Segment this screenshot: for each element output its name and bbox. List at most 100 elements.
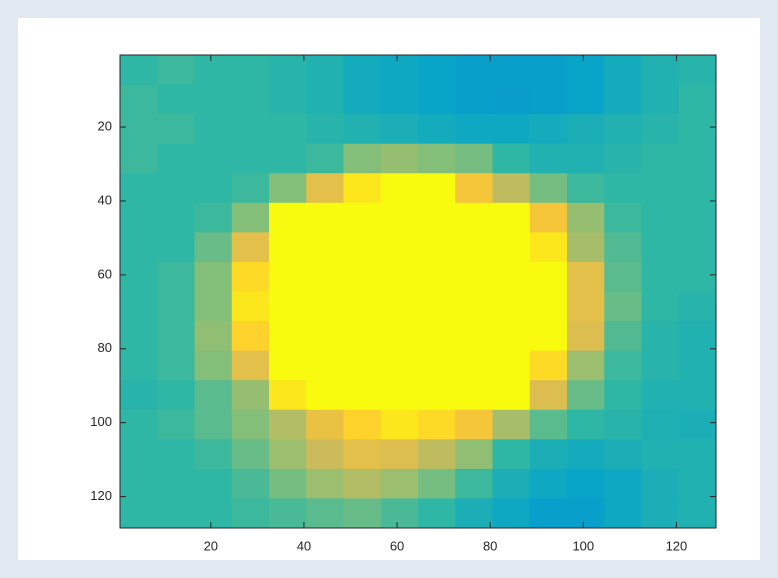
- cell: [567, 409, 605, 440]
- cell: [641, 84, 680, 115]
- cell: [157, 143, 195, 174]
- cell: [231, 202, 270, 233]
- cell: [418, 173, 456, 204]
- cell: [380, 409, 419, 440]
- cell: [418, 143, 456, 174]
- cell: [269, 55, 307, 86]
- cell: [343, 232, 382, 263]
- cell: [306, 114, 344, 145]
- cell: [492, 468, 531, 499]
- cell: [343, 173, 382, 204]
- cell: [306, 84, 344, 115]
- cell: [567, 143, 605, 174]
- cell: [194, 114, 233, 145]
- cell: [194, 84, 233, 115]
- cell: [455, 114, 493, 145]
- x-tick-label: 80: [483, 538, 497, 553]
- y-tick-label: 80: [98, 340, 112, 355]
- cell: [567, 380, 605, 411]
- cell: [343, 321, 382, 352]
- cell: [343, 350, 382, 381]
- cell: [567, 498, 605, 529]
- cell: [380, 291, 419, 322]
- cell: [567, 350, 605, 381]
- y-tick-label: 120: [90, 488, 112, 503]
- cell: [380, 468, 419, 499]
- cell: [455, 55, 493, 86]
- cell: [157, 350, 195, 381]
- cell: [492, 232, 531, 263]
- cell: [529, 84, 568, 115]
- cell: [418, 468, 456, 499]
- cell: [380, 261, 419, 292]
- cell: [194, 232, 233, 263]
- cell: [641, 143, 680, 174]
- cell: [269, 291, 307, 322]
- cell: [641, 439, 680, 470]
- cell: [492, 114, 531, 145]
- cell: [678, 291, 717, 322]
- axes-box: [119, 54, 717, 529]
- cell: [529, 439, 568, 470]
- cell: [455, 202, 493, 233]
- cell: [455, 321, 493, 352]
- cell: [418, 380, 456, 411]
- cell: [380, 202, 419, 233]
- cell: [492, 321, 531, 352]
- cell: [455, 350, 493, 381]
- cell: [306, 202, 344, 233]
- cell: [641, 232, 680, 263]
- cell: [306, 409, 344, 440]
- cell: [269, 232, 307, 263]
- cell: [380, 350, 419, 381]
- cell: [492, 439, 531, 470]
- cell: [120, 114, 158, 145]
- cell: [455, 143, 493, 174]
- cell: [269, 143, 307, 174]
- cell: [455, 261, 493, 292]
- cell: [529, 321, 568, 352]
- cell: [231, 350, 270, 381]
- cell: [678, 232, 717, 263]
- cell: [194, 439, 233, 470]
- cell: [418, 84, 456, 115]
- cell: [157, 55, 195, 86]
- cell: [678, 173, 717, 204]
- cell: [343, 84, 382, 115]
- x-tick-label: 40: [297, 538, 311, 553]
- cell: [157, 202, 195, 233]
- cell: [678, 261, 717, 292]
- cell: [380, 114, 419, 145]
- cell: [678, 409, 717, 440]
- x-tick-label: 100: [572, 538, 594, 553]
- cell: [306, 498, 344, 529]
- cell: [678, 380, 717, 411]
- cell: [120, 321, 158, 352]
- cell: [306, 321, 344, 352]
- cell: [231, 498, 270, 529]
- cell: [157, 173, 195, 204]
- cell: [194, 468, 233, 499]
- cell: [120, 261, 158, 292]
- cell: [641, 173, 680, 204]
- cell: [641, 114, 680, 145]
- cell: [306, 468, 344, 499]
- cell: [343, 291, 382, 322]
- cell: [343, 143, 382, 174]
- cell: [231, 380, 270, 411]
- cell: [194, 380, 233, 411]
- cell: [604, 261, 642, 292]
- cell: [231, 261, 270, 292]
- cell: [418, 55, 456, 86]
- cell: [455, 173, 493, 204]
- cell: [567, 439, 605, 470]
- cell: [157, 291, 195, 322]
- cell: [306, 173, 344, 204]
- cell: [343, 409, 382, 440]
- cell: [418, 350, 456, 381]
- cell: [343, 380, 382, 411]
- cell: [567, 55, 605, 86]
- x-tick-label: 20: [204, 538, 218, 553]
- cell: [120, 291, 158, 322]
- cell: [120, 232, 158, 263]
